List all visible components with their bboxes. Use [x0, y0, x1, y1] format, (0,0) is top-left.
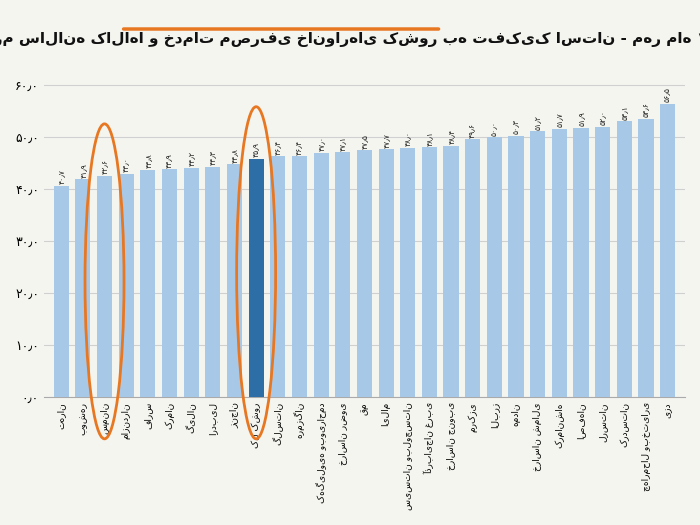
Bar: [183, 167, 199, 397]
Text: ۴۳٫۸: ۴۳٫۸: [144, 153, 153, 168]
Bar: [466, 140, 480, 397]
Text: ۴۱٫۹: ۴۱٫۹: [78, 163, 88, 178]
Bar: [530, 131, 545, 397]
Bar: [97, 176, 112, 397]
Text: ۵۳٫۱: ۵۳٫۱: [620, 105, 629, 120]
Bar: [140, 170, 155, 397]
Text: ۵۱٫۲: ۵۱٫۲: [533, 114, 542, 130]
Bar: [595, 127, 610, 397]
Text: ۵۰٫۳: ۵۰٫۳: [512, 119, 521, 134]
Text: ۵۶٫۵: ۵۶٫۵: [663, 87, 672, 102]
Text: ۴۴٫۲: ۴۴٫۲: [187, 151, 195, 166]
Bar: [205, 167, 220, 397]
Title: نرخ تورم سالانه کالاها و خدمات مصرفی خانوارهای کشور به تفکیک استان - مهر ماه ۱۴۰: نرخ تورم سالانه کالاها و خدمات مصرفی خان…: [0, 31, 700, 47]
Bar: [400, 148, 415, 397]
Text: ۴۸٫۰: ۴۸٫۰: [403, 131, 412, 146]
Text: ۴۸٫۴: ۴۸٫۴: [447, 129, 456, 144]
Text: ۴۷٫۰: ۴۷٫۰: [316, 136, 326, 151]
Bar: [379, 149, 393, 397]
Text: ۴۵٫۹: ۴۵٫۹: [251, 142, 260, 157]
Text: ۴۴٫۸: ۴۴٫۸: [230, 148, 239, 163]
Text: ۴۷٫۵: ۴۷٫۵: [360, 134, 369, 149]
Text: ۵۲٫۰: ۵۲٫۰: [598, 110, 607, 125]
Bar: [227, 164, 242, 397]
Bar: [638, 119, 654, 397]
Text: ۴۳٫۰: ۴۳٫۰: [122, 158, 131, 172]
Bar: [660, 103, 675, 397]
Bar: [357, 150, 372, 397]
Bar: [335, 152, 351, 397]
Text: ۴۸٫۱: ۴۸٫۱: [425, 131, 434, 146]
Bar: [573, 128, 589, 397]
Bar: [292, 156, 307, 397]
Bar: [422, 147, 437, 397]
Text: ۴۷٫۱: ۴۷٫۱: [338, 136, 347, 151]
Bar: [270, 156, 286, 397]
Text: ۴۷٫۷: ۴۷٫۷: [382, 133, 391, 148]
Bar: [486, 138, 502, 397]
Text: ۵۳٫۶: ۵۳٫۶: [641, 102, 650, 117]
Bar: [617, 121, 632, 397]
Bar: [248, 159, 264, 397]
Bar: [314, 153, 329, 397]
Text: ۴۹٫۶: ۴۹٫۶: [468, 123, 477, 138]
Text: ۵۱٫۷: ۵۱٫۷: [555, 112, 564, 127]
Bar: [76, 180, 90, 397]
Text: ۴۶٫۴: ۴۶٫۴: [295, 140, 304, 154]
Text: ۴۲٫۶: ۴۲٫۶: [100, 159, 109, 174]
Bar: [444, 146, 458, 397]
Bar: [162, 169, 177, 397]
Text: ۴۳٫۹: ۴۳٫۹: [165, 153, 174, 167]
Text: ۵۱٫۹: ۵۱٫۹: [577, 111, 585, 126]
Bar: [118, 174, 134, 397]
Bar: [508, 136, 524, 397]
Text: ۴۰٫۷: ۴۰٫۷: [57, 169, 66, 184]
Text: ۴۴٫۳: ۴۴٫۳: [209, 151, 217, 165]
Bar: [54, 186, 69, 397]
Text: ۴۶٫۴: ۴۶٫۴: [273, 140, 282, 154]
Text: ۵۰٫۰: ۵۰٫۰: [490, 121, 499, 136]
Bar: [552, 129, 567, 397]
